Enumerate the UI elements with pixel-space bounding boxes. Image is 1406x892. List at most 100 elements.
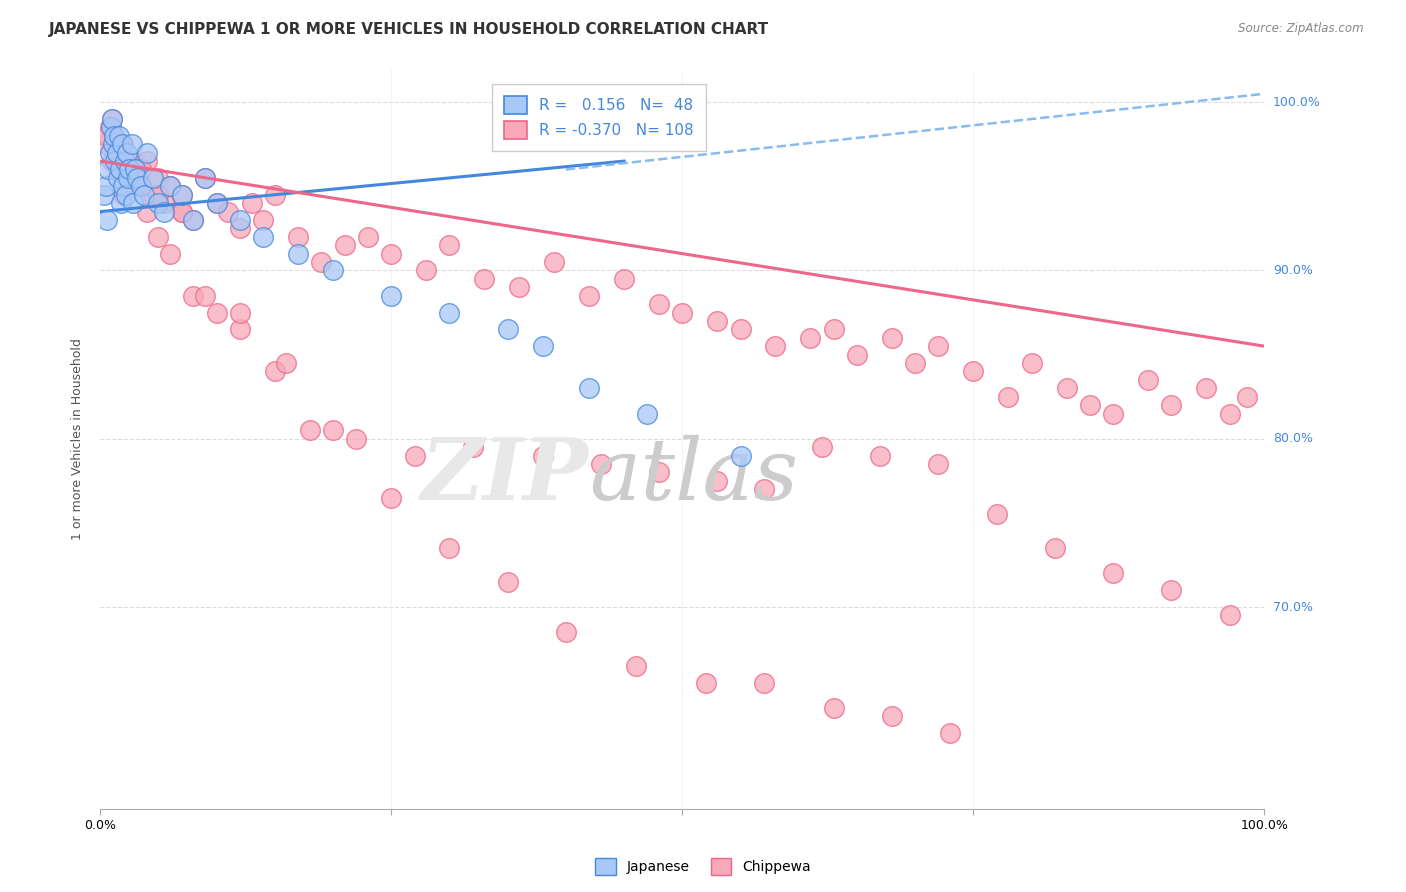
Point [229, 221, 252, 235]
Point [344, 432, 367, 446]
Point [671, 305, 693, 319]
Point [648, 466, 671, 480]
Point [496, 322, 519, 336]
Point [578, 289, 600, 303]
Point [135, 154, 157, 169]
Point [98, 145, 121, 160]
Point [415, 263, 437, 277]
Point [114, 187, 136, 202]
Point [695, 675, 717, 690]
Point [159, 246, 181, 260]
Point [357, 229, 380, 244]
Point [1160, 398, 1182, 412]
Point [1236, 390, 1258, 404]
Point [129, 162, 152, 177]
Point [124, 162, 146, 177]
Point [107, 145, 129, 160]
Text: JAPANESE VS CHIPPEWA 1 OR MORE VEHICLES IN HOUSEHOLD CORRELATION CHART: JAPANESE VS CHIPPEWA 1 OR MORE VEHICLES … [49, 22, 769, 37]
Point [1160, 583, 1182, 598]
Legend: Japanese, Chippewa: Japanese, Chippewa [589, 853, 817, 880]
Point [531, 339, 554, 353]
Point [105, 145, 128, 160]
Point [252, 229, 274, 244]
Point [287, 246, 309, 260]
Point [97, 162, 120, 177]
Point [229, 213, 252, 227]
Point [118, 170, 141, 185]
Point [811, 440, 834, 454]
Point [543, 255, 565, 269]
Point [107, 170, 129, 185]
Point [100, 120, 122, 135]
Point [311, 255, 333, 269]
Point [170, 204, 193, 219]
Point [101, 112, 124, 126]
Point [112, 154, 135, 169]
Point [112, 179, 135, 194]
Point [135, 204, 157, 219]
Point [461, 440, 484, 454]
Point [752, 675, 775, 690]
Point [101, 112, 124, 126]
Point [880, 709, 903, 723]
Point [93, 187, 115, 202]
Point [103, 128, 125, 143]
Point [706, 474, 728, 488]
Point [121, 154, 143, 169]
Point [148, 187, 170, 202]
Point [322, 263, 344, 277]
Point [101, 137, 124, 152]
Point [986, 508, 1008, 522]
Point [115, 145, 138, 160]
Point [730, 449, 752, 463]
Point [962, 364, 984, 378]
Point [194, 289, 217, 303]
Point [474, 272, 496, 286]
Point [298, 423, 321, 437]
Point [1043, 541, 1066, 556]
Point [159, 179, 181, 194]
Point [118, 162, 141, 177]
Point [148, 229, 170, 244]
Text: 100.0%: 100.0% [1272, 95, 1320, 109]
Point [107, 162, 129, 177]
Point [997, 390, 1019, 404]
Point [94, 179, 117, 194]
Point [194, 170, 217, 185]
Point [799, 331, 821, 345]
Point [589, 457, 612, 471]
Point [205, 196, 228, 211]
Point [287, 229, 309, 244]
Point [142, 187, 165, 202]
Point [112, 137, 135, 152]
Point [531, 449, 554, 463]
Text: 80.0%: 80.0% [1272, 433, 1313, 445]
Point [112, 187, 135, 202]
Point [846, 348, 869, 362]
Point [104, 154, 127, 169]
Point [439, 305, 461, 319]
Point [96, 128, 118, 143]
Point [927, 457, 949, 471]
Point [1195, 381, 1218, 395]
Point [127, 170, 149, 185]
Point [880, 331, 903, 345]
Point [439, 238, 461, 252]
Text: atlas: atlas [589, 434, 799, 517]
Text: ZIP: ZIP [422, 434, 589, 517]
Point [110, 196, 132, 211]
Point [217, 204, 239, 219]
Point [96, 213, 118, 227]
Point [205, 196, 228, 211]
Point [636, 407, 658, 421]
Point [194, 170, 217, 185]
Point [1021, 356, 1043, 370]
Point [823, 701, 845, 715]
Point [1219, 407, 1241, 421]
Y-axis label: 1 or more Vehicles in Household: 1 or more Vehicles in Household [72, 338, 84, 540]
Point [159, 179, 181, 194]
Text: 70.0%: 70.0% [1272, 600, 1313, 614]
Point [1102, 566, 1125, 581]
Point [129, 179, 152, 194]
Point [229, 305, 252, 319]
